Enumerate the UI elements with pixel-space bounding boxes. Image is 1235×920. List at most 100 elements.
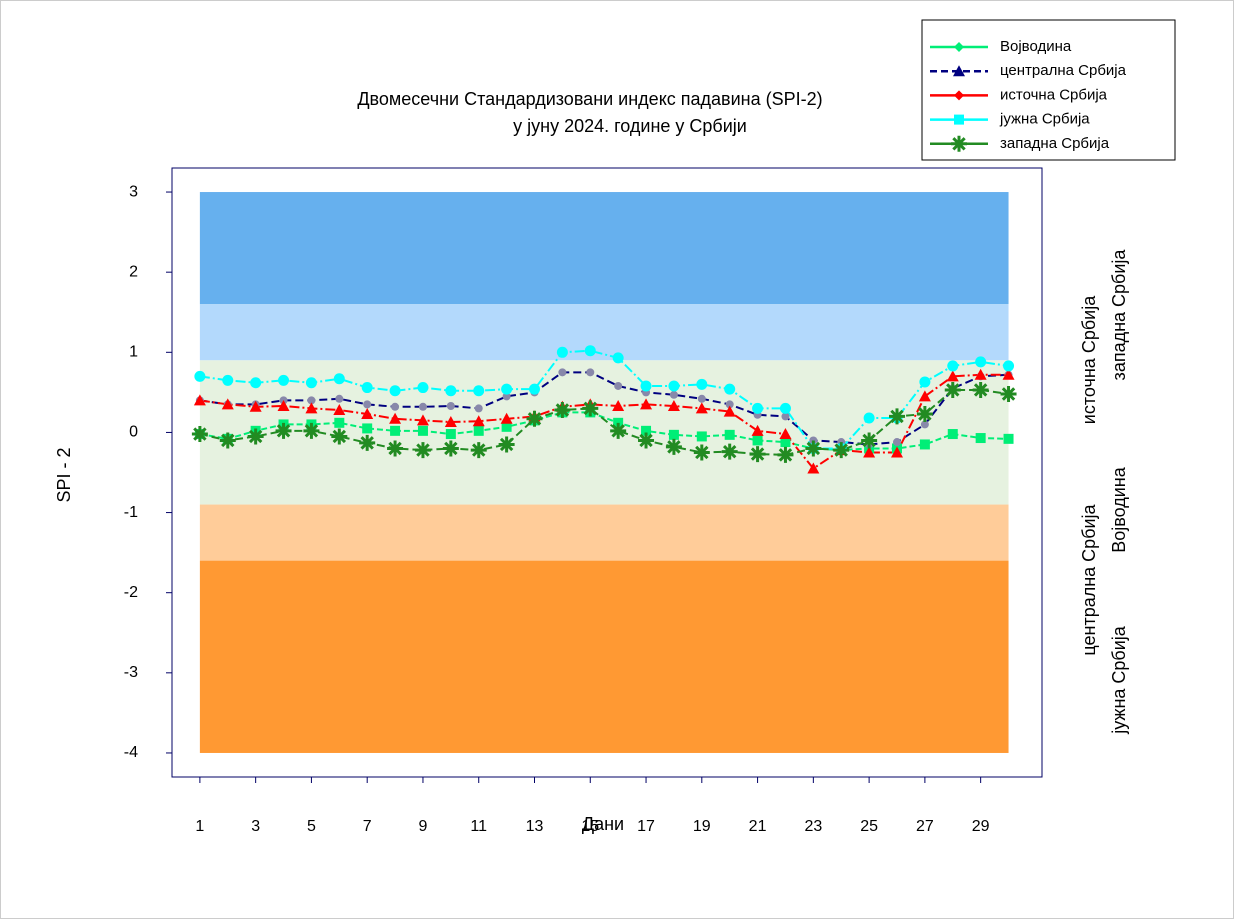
marker	[558, 368, 567, 377]
marker	[305, 377, 317, 389]
marker	[920, 420, 929, 429]
marker	[724, 383, 736, 395]
legend-box	[921, 19, 1176, 161]
x-tick-label: 17	[637, 818, 655, 835]
marker	[363, 400, 372, 409]
marker	[613, 417, 624, 428]
marker	[390, 425, 401, 436]
marker	[833, 442, 850, 459]
marker	[1002, 368, 1015, 380]
marker	[416, 414, 429, 426]
marker	[222, 374, 234, 386]
marker	[250, 377, 262, 389]
marker	[780, 437, 791, 448]
marker	[391, 402, 400, 411]
marker	[586, 368, 595, 377]
marker	[946, 370, 959, 382]
marker	[893, 438, 901, 447]
marker	[975, 433, 986, 444]
marker	[724, 429, 735, 440]
marker	[445, 385, 457, 397]
chart-title: Двомесечни Стандардизовани индекс падави…	[357, 89, 822, 109]
x-tick-label: 25	[860, 818, 878, 835]
x-tick-label: 13	[526, 818, 544, 835]
marker	[334, 417, 345, 428]
x-tick-label: 19	[693, 818, 711, 835]
marker	[668, 429, 679, 440]
marker	[954, 42, 964, 52]
y-axis-label: SPI - 2	[54, 447, 74, 502]
marker	[191, 426, 208, 443]
marker	[417, 425, 428, 436]
marker	[612, 399, 625, 411]
marker	[307, 396, 316, 405]
marker	[807, 462, 820, 474]
marker	[863, 412, 875, 424]
x-tick-label: 21	[749, 818, 767, 835]
marker	[247, 428, 264, 445]
marker	[919, 439, 930, 450]
marker	[693, 444, 710, 461]
marker	[1000, 385, 1017, 402]
marker	[752, 435, 763, 446]
marker	[500, 412, 513, 424]
marker	[444, 416, 457, 428]
marker	[361, 408, 374, 420]
marker	[665, 438, 682, 455]
marker	[526, 410, 543, 427]
marker	[303, 422, 320, 439]
plot-frame	[171, 167, 1043, 778]
marker	[669, 390, 678, 399]
side-label: јужна Србија	[1109, 625, 1129, 735]
marker	[697, 394, 706, 403]
marker	[277, 399, 290, 411]
legend-label: западна Србија	[1000, 135, 1110, 152]
y-tick-label: -3	[124, 664, 138, 681]
side-label: централна Србија	[1079, 503, 1099, 655]
marker	[417, 382, 429, 394]
marker	[470, 442, 487, 459]
x-tick-label: 11	[470, 818, 487, 835]
marker	[891, 446, 903, 458]
marker	[781, 412, 790, 421]
marker	[446, 401, 455, 410]
marker	[695, 402, 708, 414]
x-tick-label: 27	[916, 818, 934, 835]
x-tick-label: 5	[307, 818, 316, 835]
marker	[725, 400, 734, 409]
y-tick-label: 1	[129, 344, 138, 361]
legend-label: источна Србија	[1000, 86, 1108, 103]
marker	[863, 446, 876, 458]
marker	[1003, 360, 1015, 372]
marker	[387, 440, 404, 457]
marker	[584, 345, 596, 357]
marker	[362, 423, 373, 434]
chart-subtitle: у јуну 2024. године у Србији	[513, 116, 747, 136]
marker	[889, 408, 905, 425]
marker	[610, 422, 627, 439]
marker	[529, 383, 540, 395]
side-label: источна Србија	[1079, 295, 1099, 424]
marker	[668, 380, 680, 392]
y-tick-label: -2	[124, 584, 138, 601]
x-tick-label: 9	[419, 818, 428, 835]
marker	[944, 381, 961, 398]
x-tick-label: 29	[972, 818, 990, 835]
marker	[193, 394, 206, 406]
marker	[696, 378, 708, 390]
y-tick-label: -1	[124, 504, 138, 521]
x-tick-label: 15	[581, 818, 599, 835]
marker	[501, 383, 513, 395]
marker	[918, 390, 931, 402]
marker	[777, 446, 794, 463]
marker	[473, 425, 484, 436]
marker	[389, 385, 401, 397]
marker	[556, 346, 568, 358]
marker	[249, 400, 262, 412]
marker	[359, 434, 376, 451]
marker	[614, 381, 623, 390]
marker	[919, 376, 931, 388]
marker	[638, 432, 655, 449]
